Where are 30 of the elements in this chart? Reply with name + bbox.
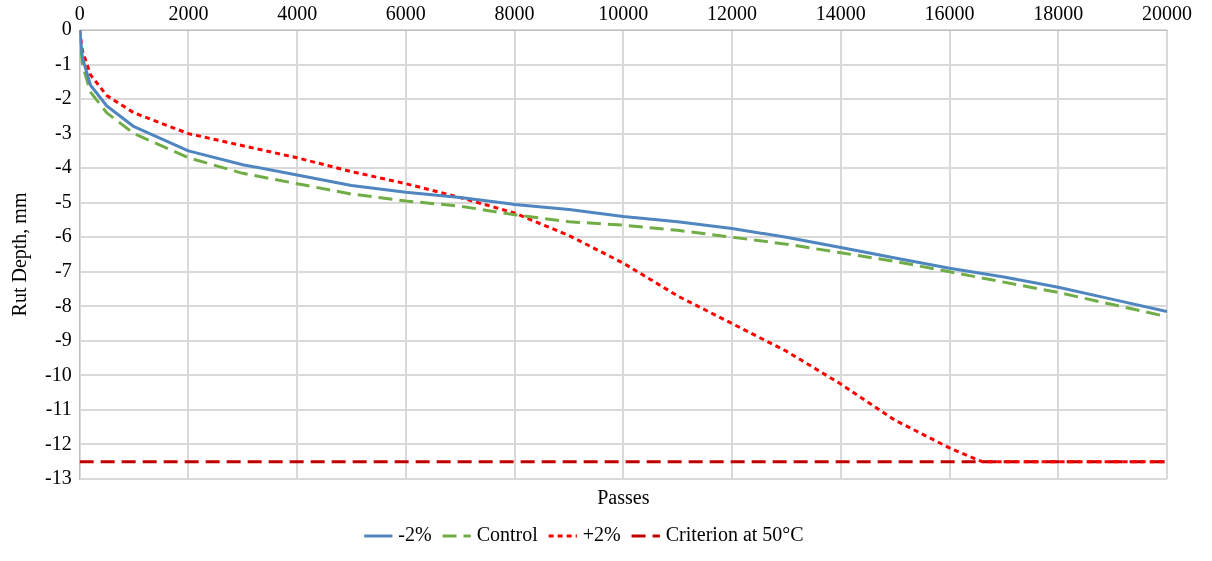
x-tick-label: 12000 [707, 2, 758, 25]
y-tick-label: -2 [54, 86, 72, 109]
x-tick-label: 8000 [494, 2, 535, 25]
legend-label: Criterion at 50°C [665, 523, 804, 546]
x-tick-label: 16000 [924, 2, 975, 25]
x-tick-label: 14000 [815, 2, 866, 25]
x-tick-label: 18000 [1033, 2, 1084, 25]
legend-label: -2% [398, 523, 432, 546]
y-tick-label: -3 [54, 120, 72, 143]
y-tick-label: 0 [61, 17, 72, 40]
y-tick-label: -5 [54, 189, 72, 212]
y-tick-label: -10 [44, 362, 72, 385]
y-tick-label: -7 [54, 259, 72, 282]
x-axis-title: Passes [597, 486, 650, 509]
y-tick-label: -8 [54, 293, 72, 316]
y-tick-label: -11 [45, 397, 72, 420]
x-tick-label: 2000 [168, 2, 209, 25]
x-tick-label: 4000 [277, 2, 318, 25]
y-tick-label: -9 [54, 328, 72, 351]
y-tick-label: -12 [44, 431, 72, 454]
x-tick-label: 20000 [1142, 2, 1192, 25]
y-axis-title: Rut Depth, mm [8, 192, 32, 317]
y-tick-label: -1 [54, 51, 72, 74]
x-tick-label: 10000 [598, 2, 649, 25]
legend-label: Control [476, 523, 539, 546]
legend-label: +2% [582, 523, 621, 546]
y-tick-label: -13 [44, 466, 72, 489]
y-tick-label: -4 [54, 155, 72, 178]
x-tick-label: 6000 [385, 2, 426, 25]
y-tick-label: -6 [54, 224, 72, 247]
